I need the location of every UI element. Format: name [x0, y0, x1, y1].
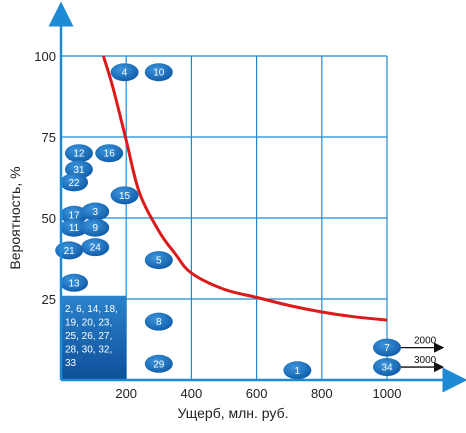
- offscale-label-7: 2000: [414, 336, 437, 347]
- data-point-7: 7: [373, 338, 401, 357]
- point-label: 29: [153, 359, 165, 370]
- data-point-8: 8: [144, 312, 173, 331]
- data-point-15: 15: [110, 186, 139, 205]
- data-point-9: 9: [81, 218, 110, 237]
- data-point-10: 10: [144, 63, 173, 82]
- point-marker: [95, 144, 124, 163]
- point-marker: [60, 273, 89, 292]
- point-label: 9: [92, 223, 98, 234]
- data-point-16: 16: [95, 144, 124, 163]
- point-label: 8: [156, 317, 162, 328]
- offscale-arrows: 2000 3000: [401, 336, 445, 373]
- point-marker: [60, 205, 89, 224]
- point-marker: [64, 144, 93, 163]
- point-label: 15: [119, 191, 131, 202]
- cluster-label-line: 28, 30, 32,: [65, 344, 112, 355]
- data-point-17: 17: [60, 205, 89, 224]
- data-point-21: 21: [55, 241, 84, 260]
- risk-curve: [101, 55, 388, 322]
- x-axis-label: Ущерб, млн. руб.: [178, 405, 289, 421]
- point-marker: [144, 354, 173, 373]
- point-label: 5: [156, 256, 162, 267]
- y-axis-label: Вероятность, %: [7, 166, 23, 269]
- data-point-34: 34: [373, 358, 401, 377]
- point-label: 24: [90, 243, 102, 254]
- y-tick-label: 100: [34, 49, 56, 64]
- x-tick-label: 1000: [373, 386, 402, 401]
- point-marker: [144, 251, 173, 270]
- data-point-4: 4: [110, 63, 139, 82]
- point-label: 11: [69, 223, 80, 234]
- point-label: 21: [64, 246, 76, 257]
- data-point-3: 3: [81, 202, 110, 221]
- point-marker: [81, 238, 110, 257]
- point-marker: [60, 218, 89, 237]
- y-tick-label: 75: [42, 130, 56, 145]
- data-point-1: 1: [283, 361, 312, 380]
- point-label: 16: [104, 149, 116, 160]
- point-label: 3: [92, 207, 98, 218]
- data-point-12: 12: [64, 144, 93, 163]
- point-label: 10: [153, 68, 165, 79]
- x-tick-label: 200: [115, 386, 137, 401]
- point-label: 34: [381, 363, 393, 374]
- cluster-region: 2, 6, 14, 18, 19, 20, 23, 25, 26, 27, 28, 3…: [61, 295, 127, 380]
- data-point-22: 22: [60, 173, 89, 192]
- point-marker: [373, 358, 401, 377]
- y-tick-label: 50: [42, 211, 56, 226]
- risk-curve-layer: [101, 55, 388, 322]
- cluster-box: [61, 295, 127, 380]
- cluster-label-line: 19, 20, 23,: [65, 317, 112, 328]
- data-point-29: 29: [144, 354, 173, 373]
- point-label: 31: [73, 165, 85, 176]
- x-tick-label: 800: [311, 386, 333, 401]
- y-tick-label: 25: [42, 292, 56, 307]
- data-point-13: 13: [60, 273, 89, 292]
- point-marker: [373, 338, 401, 357]
- point-marker: [110, 63, 139, 82]
- point-marker: [110, 186, 139, 205]
- data-point-24: 24: [81, 238, 110, 257]
- point-marker: [60, 173, 89, 192]
- point-label: 22: [68, 178, 80, 189]
- point-marker: [283, 361, 312, 380]
- offscale-label-34: 3000: [414, 355, 437, 366]
- point-label: 7: [384, 343, 390, 354]
- point-label: 13: [68, 278, 80, 289]
- cluster-label-line: 25, 26, 27,: [65, 331, 112, 342]
- point-marker: [81, 202, 110, 221]
- axes: [48, 1, 466, 393]
- data-point-11: 11: [60, 218, 89, 237]
- cluster-label-line: 2, 6, 14, 18,: [65, 304, 118, 315]
- point-marker: [144, 63, 173, 82]
- point-label: 17: [68, 210, 80, 221]
- x-tick-label: 600: [246, 386, 268, 401]
- point-marker: [144, 312, 173, 331]
- point-label: 1: [295, 366, 301, 377]
- data-point-5: 5: [144, 251, 173, 270]
- point-marker: [81, 218, 110, 237]
- x-tick-label: 400: [181, 386, 203, 401]
- cluster-label-line: 33: [65, 358, 77, 369]
- point-label: 4: [122, 68, 128, 79]
- point-label: 12: [73, 149, 85, 160]
